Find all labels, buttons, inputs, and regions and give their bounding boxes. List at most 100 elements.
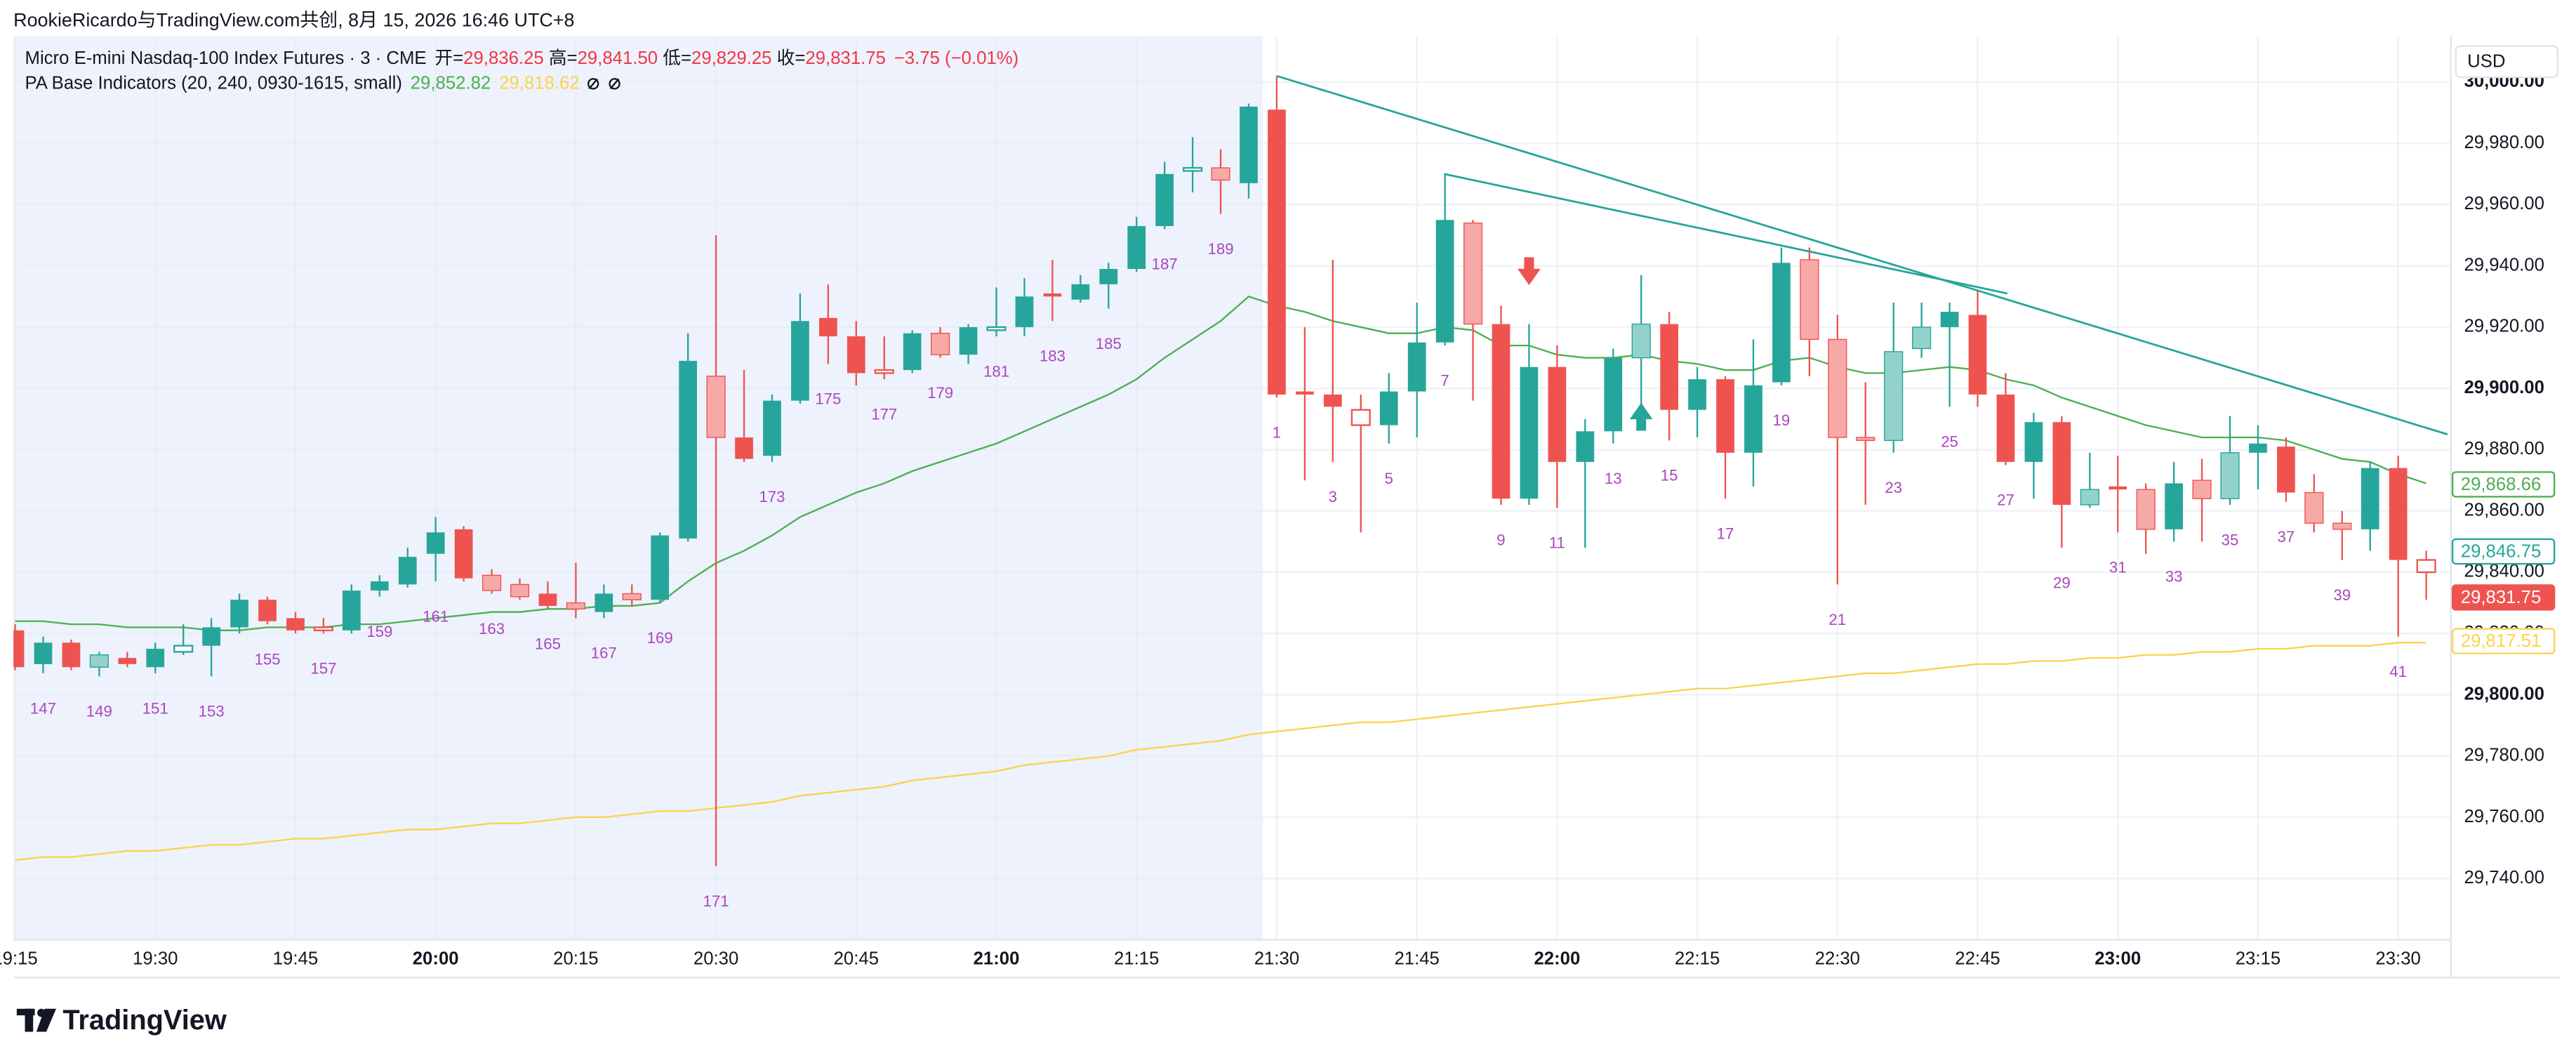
x-tick-label: 23:30 [2375, 949, 2420, 968]
candle-body [1071, 284, 1090, 300]
candle-body [1183, 166, 1203, 172]
bar-number: 165 [535, 635, 561, 653]
y-tick-label: 29,900.00 [2464, 378, 2544, 397]
hide-icon-slash [609, 78, 620, 90]
hide-icon[interactable] [587, 78, 599, 90]
candle-body [1240, 106, 1258, 183]
candle-body [342, 590, 361, 630]
y-tick-label: 29,880.00 [2464, 439, 2544, 458]
candle-body [2165, 483, 2183, 529]
trendline [1444, 173, 2008, 295]
candle-body [595, 593, 613, 612]
y-tick-label: 29,980.00 [2464, 133, 2544, 152]
candle-body [706, 376, 726, 438]
signal-arrow [1518, 257, 1541, 286]
candle-body [2220, 452, 2240, 499]
plot-area: 147 149 151 1531551571591611631651671691711… [13, 36, 2451, 940]
y-tick-label: 29,920.00 [2464, 317, 2544, 336]
candle-body [2136, 489, 2156, 530]
bar-number: 5 [1385, 470, 1393, 487]
candle-body [1631, 323, 1651, 359]
candle-body [1463, 222, 1483, 325]
indicator-value: 29,852.82 [411, 73, 491, 93]
price-label: 29,817.51 [2461, 631, 2542, 651]
bar-number: 11 [1549, 534, 1565, 552]
candle-body [2277, 447, 2295, 493]
bar-number: 183 [1040, 348, 1065, 365]
bar-number: 151 [142, 699, 168, 717]
candle-body [13, 630, 25, 668]
candle-body [2052, 422, 2071, 505]
signal-arrow [1629, 402, 1653, 431]
bar-number: 149 [86, 703, 112, 720]
candle-body [1099, 269, 1118, 284]
session-shade [13, 36, 1263, 940]
bar-number: 3 [1329, 488, 1337, 506]
candle-body [1155, 173, 1174, 226]
candle-body [370, 581, 389, 591]
bar-number: 13 [1605, 470, 1622, 487]
candle-body [1604, 357, 1623, 432]
candle-body [202, 627, 221, 646]
candle-body [118, 658, 137, 664]
y-tick-label: 29,740.00 [2464, 868, 2544, 887]
bar-number: 41 [2389, 663, 2407, 680]
candle-body [679, 360, 698, 539]
x-tick-label: 20:15 [553, 949, 598, 968]
price-label: 29,846.75 [2461, 541, 2542, 561]
bar-number: 181 [983, 362, 1009, 380]
candle-body [791, 321, 809, 401]
candle-body [1744, 385, 1762, 453]
bar-number: 39 [2333, 586, 2351, 604]
ohlc-label: 低= [663, 48, 691, 68]
candle-body [398, 557, 417, 585]
currency: USD [2467, 52, 2505, 72]
bar-number: 23 [1885, 479, 1902, 496]
x-tick-label: 19:45 [273, 949, 318, 968]
candle-body [1407, 342, 1426, 392]
candle-body [1323, 394, 1342, 407]
x-tick-label: 22:00 [1534, 949, 1580, 968]
candle-body [651, 535, 670, 600]
bar-number: 175 [815, 390, 841, 408]
candle-body [1435, 220, 1454, 343]
change: −3.75 (−0.01%) [894, 48, 1018, 68]
candle-body [482, 574, 502, 591]
x-tick-label: 22:45 [1955, 949, 2000, 968]
candle-body [2109, 486, 2127, 490]
ohlc-label: 高= [549, 48, 578, 68]
candle-body [1996, 394, 2015, 462]
candle-body [1520, 367, 1539, 499]
y-tick-label: 29,940.00 [2464, 255, 2544, 275]
logo-mark [25, 1008, 34, 1032]
candle-body [1688, 379, 1706, 410]
axes: 29,740.00 29,760.00 29,780.00 29,800.00 29,8… [0, 45, 2559, 968]
candle-body [1884, 351, 1904, 442]
legend-row: Micro E-mini Nasdaq-100 Index Futures · … [25, 48, 1019, 68]
candle-body [847, 336, 865, 374]
x-tick-label: 23:15 [2236, 949, 2280, 968]
y-tick-label: 29,960.00 [2464, 194, 2544, 213]
candle-body [1772, 263, 1791, 383]
candle-body [1350, 409, 1371, 426]
bar-number: 1 [1273, 424, 1281, 442]
trendline [1276, 74, 2448, 435]
price-label-box [2451, 538, 2556, 565]
bar-number: 177 [871, 405, 897, 423]
ohlc-value: 29,829.25 [691, 48, 772, 68]
candle-body [286, 618, 305, 630]
candle-body [2024, 422, 2043, 462]
candle-body [313, 626, 333, 632]
bar-number: 189 [1208, 240, 1234, 258]
ohlc-value: 29,836.25 [463, 48, 544, 68]
candle-body [1127, 225, 1146, 270]
candle-body [1211, 167, 1230, 181]
bar-number: 35 [2222, 531, 2239, 548]
price-label-box [2451, 471, 2556, 498]
candle-body [454, 529, 473, 579]
bar-number: 167 [591, 645, 617, 662]
bar-number: 171 [703, 892, 729, 910]
candle-body [1043, 293, 1062, 297]
hide-icon[interactable] [609, 78, 620, 90]
